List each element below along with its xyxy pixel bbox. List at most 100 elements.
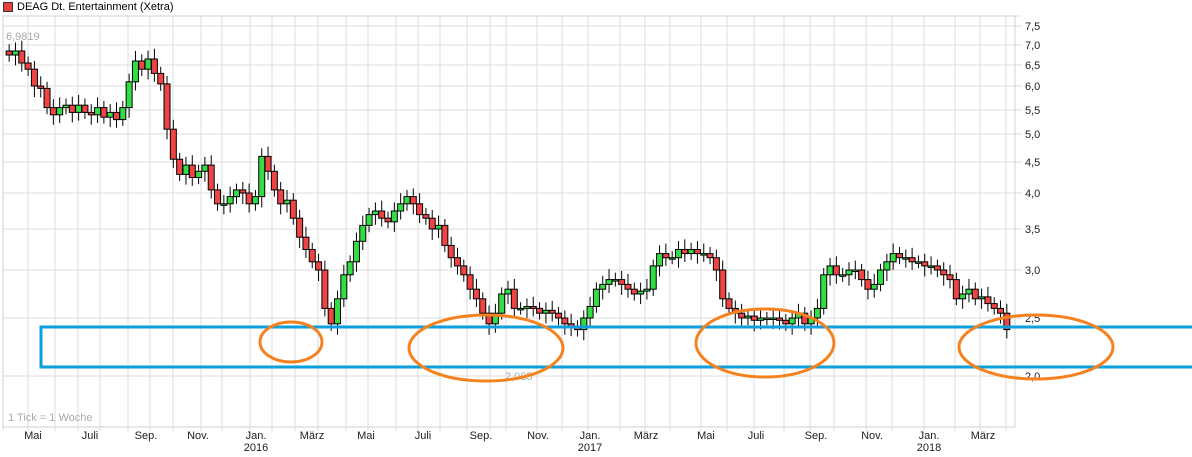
- candle-body: [239, 189, 247, 194]
- candle-body: [11, 50, 19, 56]
- x-axis-year-label: 2018: [917, 442, 941, 454]
- candle-body: [479, 298, 487, 314]
- x-axis-label: Juli: [82, 430, 99, 442]
- candle-body: [769, 317, 777, 320]
- candle-body: [441, 224, 449, 246]
- candle-body: [428, 217, 436, 230]
- candle-body: [258, 155, 266, 198]
- candle-body: [599, 283, 607, 290]
- candle-body: [277, 189, 285, 205]
- candle-body: [776, 317, 784, 321]
- candle-body: [214, 189, 222, 205]
- candle-body: [940, 269, 948, 276]
- candle-body: [491, 312, 499, 325]
- candle-body: [340, 274, 348, 300]
- candle-body: [548, 309, 556, 314]
- candle-body: [289, 199, 297, 219]
- candle-body: [832, 265, 840, 276]
- candle-body: [877, 269, 885, 285]
- candle-body: [946, 274, 954, 281]
- candle-body: [283, 199, 291, 205]
- x-axis-label: Nov.: [527, 430, 549, 442]
- x-axis-label: Jan.: [246, 430, 267, 442]
- candle-body: [460, 265, 468, 276]
- candle-body: [346, 261, 354, 276]
- support-touch-ellipse: [407, 313, 565, 383]
- candle-body: [182, 164, 190, 175]
- candle-body: [327, 307, 335, 325]
- candle-body: [643, 288, 651, 292]
- tick-interval-note: 1 Tick = 1 Woche: [8, 412, 92, 424]
- candle-body: [542, 309, 550, 314]
- candle-body: [37, 85, 45, 89]
- y-axis-label: 3,0: [1025, 265, 1040, 277]
- chart-title: DEAG Dt. Entertainment (Xetra): [3, 1, 174, 13]
- candle-body: [226, 196, 234, 205]
- candle-body: [195, 170, 203, 179]
- candle-body: [422, 214, 430, 219]
- candle-body: [845, 269, 853, 276]
- candle-body: [738, 312, 746, 319]
- candle-body: [371, 210, 379, 216]
- y-axis-label: 6,5: [1025, 60, 1040, 72]
- y-axis-label: 7,0: [1025, 40, 1040, 52]
- candle-body: [978, 296, 986, 300]
- candle-body: [302, 236, 310, 250]
- candle-body: [220, 203, 228, 206]
- candle-body: [624, 283, 632, 290]
- x-axis-year-label: 2016: [244, 442, 268, 454]
- candle-body: [700, 253, 708, 256]
- candle-body: [365, 214, 373, 226]
- y-axis-label: 4,5: [1025, 157, 1040, 169]
- candle-body: [207, 164, 215, 191]
- candle-body: [750, 315, 758, 321]
- candle-body: [264, 155, 272, 172]
- legend-swatch: [3, 2, 13, 12]
- y-axis-label: 4,0: [1025, 188, 1040, 200]
- candle-body: [959, 293, 967, 300]
- x-axis-label: März: [634, 430, 658, 442]
- candle-body: [813, 307, 821, 319]
- x-axis-label: Nov.: [861, 430, 883, 442]
- plot-frame: [2, 15, 1016, 428]
- candle-body: [656, 253, 664, 267]
- candle-body: [453, 257, 461, 267]
- candle-body: [334, 298, 342, 325]
- candle-body: [435, 224, 443, 230]
- candle-body: [921, 261, 929, 267]
- x-axis-label: Juli: [415, 430, 432, 442]
- candle-body: [618, 279, 626, 285]
- candle-body: [138, 60, 146, 70]
- x-axis-label: März: [971, 430, 995, 442]
- candle-body: [100, 107, 108, 118]
- candle-body: [706, 253, 714, 259]
- candle-body: [586, 305, 594, 319]
- candle-body: [687, 249, 695, 255]
- y-axis-label: 6,0: [1025, 81, 1040, 93]
- candle-body: [49, 107, 57, 116]
- y-axis-label: 5,5: [1025, 105, 1040, 117]
- candle-body: [62, 104, 70, 109]
- candle-body: [510, 288, 518, 309]
- x-axis-year-label: 2017: [578, 442, 602, 454]
- candle-body: [94, 107, 102, 116]
- candle-body: [883, 261, 891, 271]
- candle-body: [321, 269, 329, 309]
- candle-body: [662, 253, 670, 259]
- candle-body: [472, 288, 480, 300]
- candle-body: [5, 50, 13, 56]
- candle-body: [315, 261, 323, 271]
- candle-body: [504, 288, 512, 295]
- candle-body: [403, 196, 411, 205]
- chart-title-text: DEAG Dt. Entertainment (Xetra): [17, 1, 174, 13]
- x-axis-label: Mai: [24, 430, 42, 442]
- candle-body: [447, 244, 455, 259]
- y-axis-label: 7,5: [1025, 21, 1040, 33]
- candle-body: [984, 296, 992, 305]
- candle-body: [359, 224, 367, 242]
- candle-body: [555, 312, 563, 319]
- candle-body: [580, 317, 588, 331]
- candle-body: [498, 293, 506, 314]
- candle-body: [902, 257, 910, 260]
- support-touch-ellipse: [694, 307, 836, 379]
